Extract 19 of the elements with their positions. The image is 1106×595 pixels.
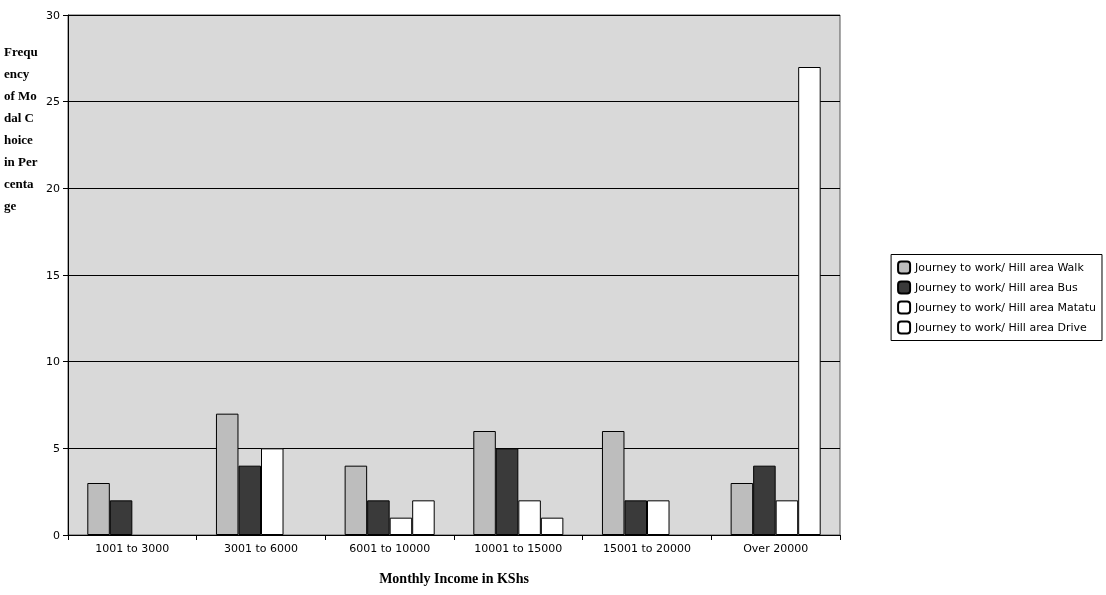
x-tick-label: 3001 to 6000 (223, 542, 299, 555)
x-tick-label: 15001 to 20000 (602, 542, 692, 555)
y-tick-label: 15 (46, 268, 60, 282)
y-tick-label: 5 (53, 441, 60, 455)
legend-label: Journey to work/ Hill area Drive (914, 321, 1087, 334)
x-tick-label: Over 20000 (743, 542, 809, 555)
x-axis-title: Monthly Income in KShs (379, 570, 530, 586)
legend-label: Journey to work/ Hill area Matatu (914, 301, 1097, 314)
y-tick-label: 30 (46, 8, 60, 22)
x-tick-label: 6001 to 10000 (349, 542, 431, 555)
y-tick-label: 0 (53, 528, 60, 542)
y-tick-label: 10 (46, 355, 60, 369)
legend-label: Journey to work/ Hill area Bus (914, 281, 1078, 294)
legend-label: Journey to work/ Hill area Walk (914, 261, 1085, 274)
y-tick-label: 25 (46, 95, 60, 109)
y-axis-title: Frequency of Modal Choice in Percentage (4, 43, 38, 213)
x-tick-label: 1001 to 3000 (95, 542, 170, 555)
x-tick-label: 10001 to 15000 (474, 542, 563, 555)
y-tick-label: 20 (46, 181, 60, 195)
